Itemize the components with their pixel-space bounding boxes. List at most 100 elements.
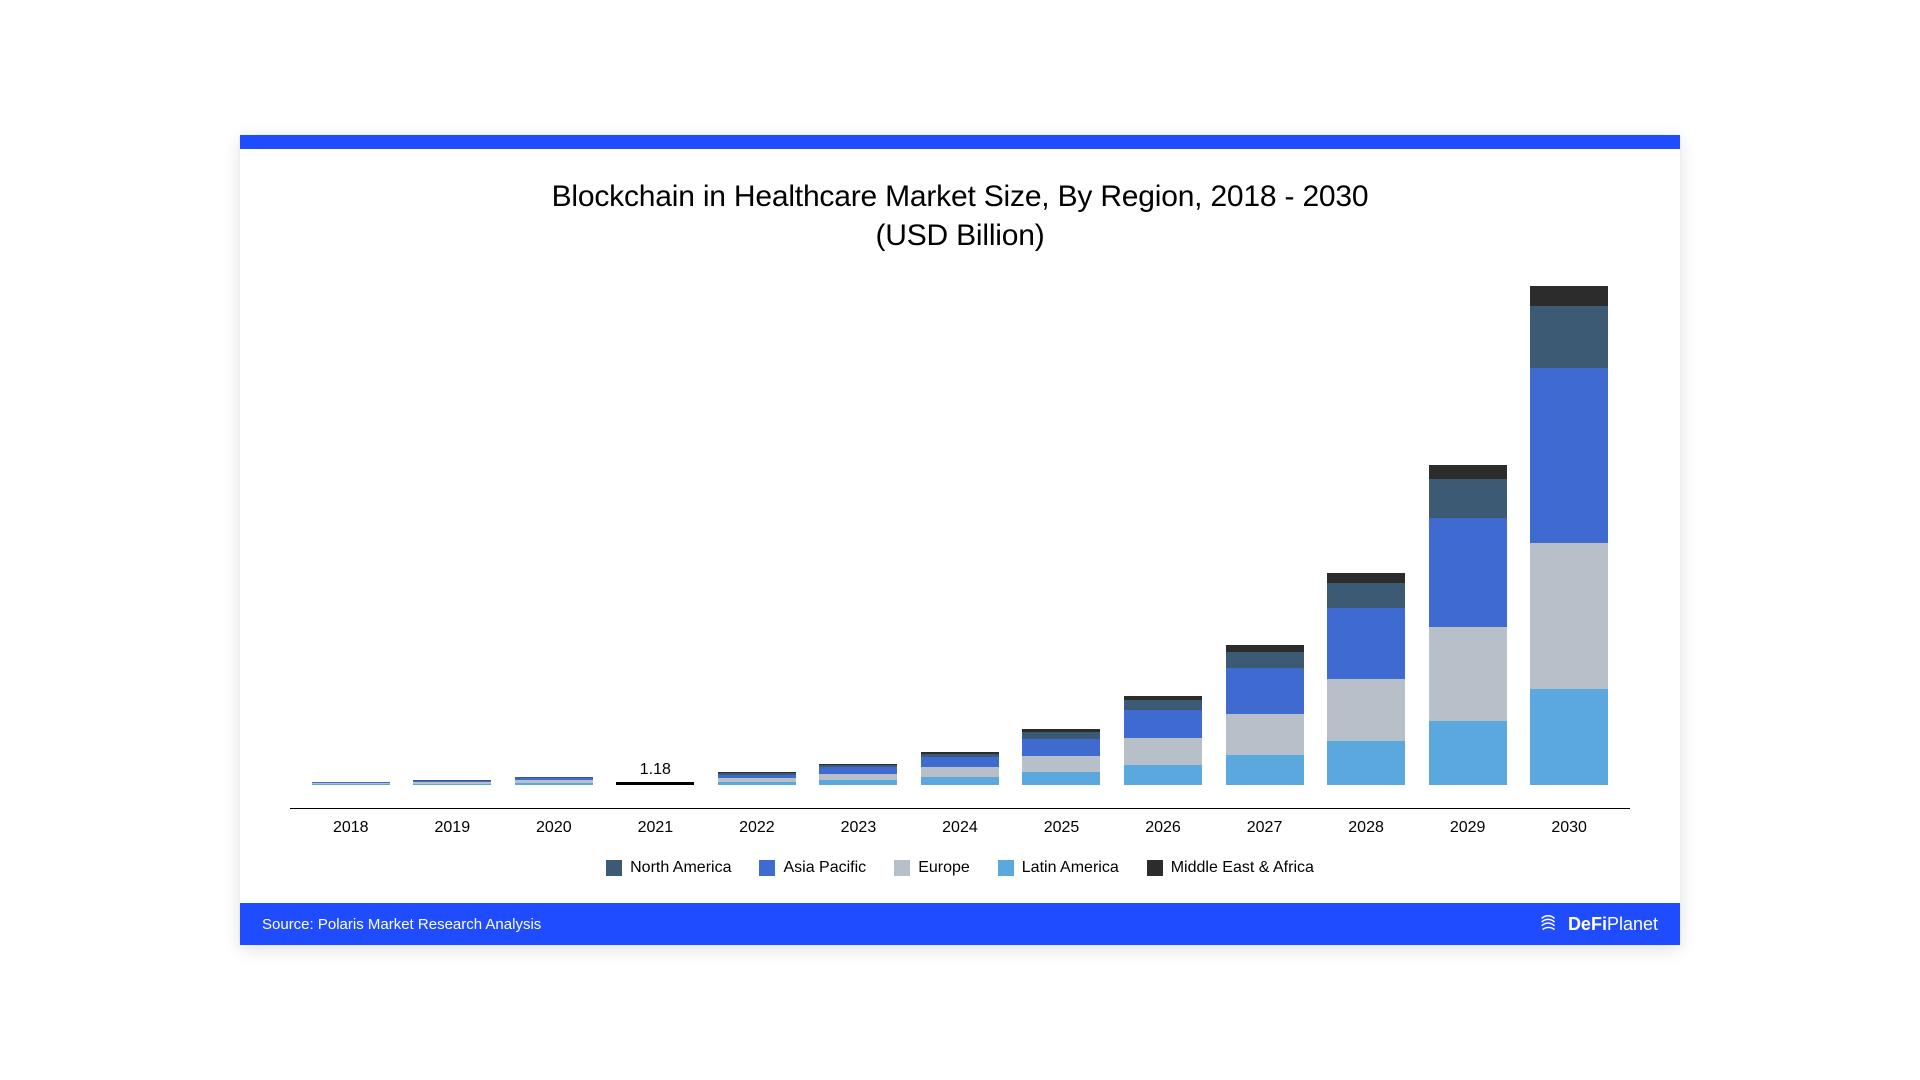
bar-2024 [909, 752, 1011, 785]
x-label-2023: 2023 [808, 819, 910, 837]
bar-2030 [1518, 286, 1620, 785]
segment-asia-pacific [1327, 608, 1405, 679]
legend-swatch [894, 860, 910, 876]
x-label-2028: 2028 [1315, 819, 1417, 837]
segment-asia-pacific [921, 757, 999, 767]
segment-latin-america [921, 777, 999, 785]
segment-europe [1327, 679, 1405, 741]
brand: DeFiPlanet [1538, 913, 1658, 935]
segment-middle-east-africa [1530, 286, 1608, 306]
legend-label: Latin America [1022, 859, 1119, 877]
plot-area: 1.18 [290, 265, 1630, 809]
source-text: Source: Polaris Market Research Analysis [262, 916, 541, 933]
legend-swatch [606, 860, 622, 876]
bar-2028 [1315, 573, 1417, 785]
brand-bold: DeFi [1568, 914, 1607, 934]
x-label-2027: 2027 [1214, 819, 1316, 837]
x-label-2025: 2025 [1011, 819, 1113, 837]
segment-asia-pacific [1124, 710, 1202, 738]
segment-north-america [1429, 479, 1507, 518]
legend-item-asia-pacific: Asia Pacific [759, 859, 866, 877]
segment-asia-pacific [1226, 668, 1304, 714]
legend-label: North America [630, 859, 731, 877]
segment-latin-america [413, 784, 491, 785]
bar-2018 [300, 782, 402, 785]
segment-latin-america [1327, 741, 1405, 785]
x-label-2030: 2030 [1518, 819, 1620, 837]
segment-europe [1429, 627, 1507, 721]
legend-item-north-america: North America [606, 859, 731, 877]
top-accent-bar [240, 135, 1680, 149]
bar-2025 [1011, 729, 1113, 785]
bar-stack [718, 772, 796, 785]
x-label-2022: 2022 [706, 819, 808, 837]
bar-stack [1327, 573, 1405, 785]
legend-label: Europe [918, 859, 970, 877]
segment-latin-america [1124, 765, 1202, 785]
x-label-2021: 2021 [605, 819, 707, 837]
segment-latin-america [515, 783, 593, 785]
legend-item-middle-east-africa: Middle East & Africa [1147, 859, 1314, 877]
bar-stack [1429, 465, 1507, 785]
bar-stack [413, 780, 491, 785]
x-label-2026: 2026 [1112, 819, 1214, 837]
x-axis-labels: 2018201920202021202220232024202520262027… [290, 809, 1630, 837]
segment-latin-america [1530, 689, 1608, 785]
chart-card: Blockchain in Healthcare Market Size, By… [240, 135, 1680, 945]
bar-stack [312, 782, 390, 785]
segment-middle-east-africa [1327, 573, 1405, 582]
legend-label: Asia Pacific [783, 859, 866, 877]
legend-item-europe: Europe [894, 859, 970, 877]
bar-2020 [503, 777, 605, 785]
x-label-2029: 2029 [1417, 819, 1519, 837]
segment-latin-america [1226, 755, 1304, 785]
x-label-2018: 2018 [300, 819, 402, 837]
x-label-2019: 2019 [402, 819, 504, 837]
segment-asia-pacific [1022, 739, 1100, 756]
legend-swatch [759, 860, 775, 876]
footer-bar: Source: Polaris Market Research Analysis… [240, 903, 1680, 945]
segment-asia-pacific [1429, 518, 1507, 627]
bar-stack [921, 752, 999, 785]
bar-stack [1226, 645, 1304, 785]
segment-europe [1022, 756, 1100, 772]
chart-title-line1: Blockchain in Healthcare Market Size, By… [552, 180, 1369, 213]
brand-light: Planet [1607, 914, 1658, 934]
segment-europe [1124, 738, 1202, 764]
brand-globe-icon [1538, 913, 1560, 935]
segment-north-america [1327, 583, 1405, 609]
segment-latin-america [819, 780, 897, 785]
legend-swatch [998, 860, 1014, 876]
segment-north-america [1226, 652, 1304, 668]
segment-middle-east-africa [1429, 465, 1507, 479]
segment-asia-pacific [1530, 368, 1608, 543]
bar-2023 [808, 764, 910, 785]
bar-2029 [1417, 465, 1519, 785]
value-callout: 1.18 [640, 761, 671, 779]
bar-2022 [706, 772, 808, 785]
segment-north-america [1124, 700, 1202, 710]
bar-stack [515, 777, 593, 785]
value-callout-underline [616, 782, 694, 785]
bar-stack [1530, 286, 1608, 785]
legend: North America Asia Pacific Europe Latin Ame… [290, 837, 1630, 903]
legend-item-latin-america: Latin America [998, 859, 1119, 877]
segment-north-america [1530, 306, 1608, 368]
legend-swatch [1147, 860, 1163, 876]
segment-latin-america [312, 784, 390, 785]
bar-stack [1124, 696, 1202, 785]
bar-2027 [1214, 645, 1316, 785]
x-axis-line [290, 808, 1630, 809]
segment-europe [1226, 714, 1304, 755]
chart-content: Blockchain in Healthcare Market Size, By… [240, 149, 1680, 903]
bar-2019 [402, 780, 504, 785]
bar-stack [819, 764, 897, 785]
segment-latin-america [718, 782, 796, 785]
legend-label: Middle East & Africa [1171, 859, 1314, 877]
segment-latin-america [1429, 721, 1507, 785]
segment-europe [1530, 543, 1608, 689]
segment-latin-america [1022, 772, 1100, 785]
bar-stack [1022, 729, 1100, 785]
bars-container: 1.18 [290, 265, 1630, 785]
chart-title-line2: (USD Billion) [875, 219, 1044, 252]
